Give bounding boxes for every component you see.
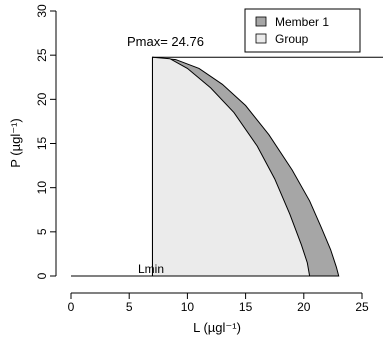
x-tick-label: 5 (126, 300, 133, 314)
y-tick-label: 25 (35, 48, 49, 62)
y-tick-label: 10 (35, 181, 49, 195)
legend-label-member-1: Member 1 (275, 15, 329, 29)
y-tick-label: 20 (35, 92, 49, 106)
legend-swatch-group (255, 33, 267, 44)
pmax-label: Pmax= 24.76 (127, 34, 204, 49)
x-tick-label: 25 (355, 300, 369, 314)
x-tick-label: 20 (297, 300, 311, 314)
legend-label-group: Group (275, 32, 309, 46)
x-axis-label: L (µgl⁻¹) (193, 320, 241, 335)
legend: Member 1 Group (244, 8, 361, 53)
x-tick-label: 10 (181, 300, 195, 314)
y-axis: 0 5 10 15 20 25 30 (35, 4, 57, 279)
y-tick-label: 5 (35, 228, 49, 235)
y-tick-label: 0 (35, 272, 49, 279)
x-tick-label: 15 (239, 300, 253, 314)
y-axis-label: P (µgl⁻¹) (8, 118, 23, 168)
area-group (151, 56, 311, 277)
y-tick-label: 15 (35, 137, 49, 151)
legend-box (244, 8, 361, 53)
legend-swatch-member-1 (255, 16, 267, 27)
lmin-label: Lmin (138, 262, 164, 276)
x-axis: 0 5 10 15 20 25 (68, 292, 369, 314)
x-tick-label: 0 (68, 300, 75, 314)
y-tick-label: 30 (35, 4, 49, 18)
plot-area (71, 56, 383, 277)
